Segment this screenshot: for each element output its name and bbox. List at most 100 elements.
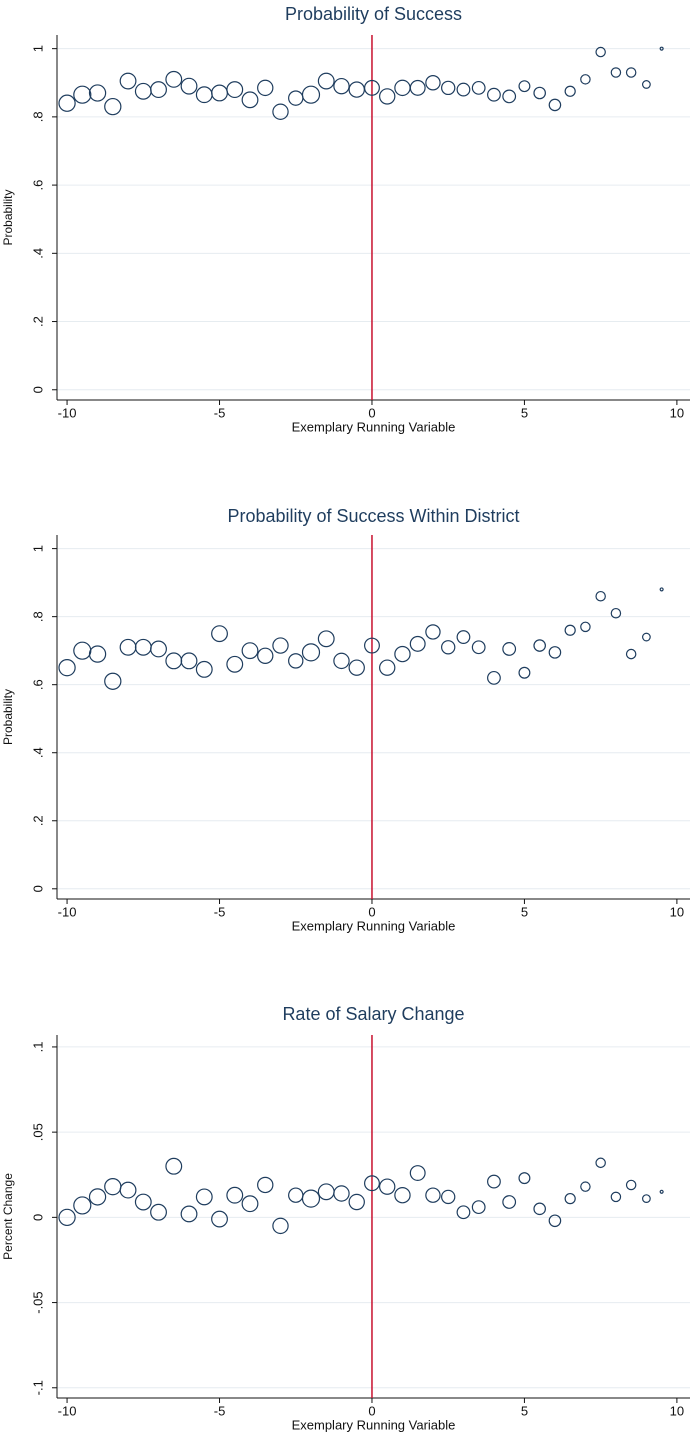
point [257, 79, 274, 97]
point [272, 103, 289, 120]
chart-title: Probability of Success Within District [227, 506, 519, 526]
point [195, 1188, 213, 1206]
y-tick-label: 1 [30, 545, 45, 552]
point [641, 1194, 651, 1204]
point [195, 86, 213, 104]
point [150, 81, 167, 99]
point [348, 81, 365, 98]
point [272, 1217, 289, 1235]
point [241, 91, 259, 109]
point [317, 1183, 335, 1201]
point [301, 1189, 321, 1208]
point [379, 1178, 396, 1195]
x-tick-label: 0 [368, 405, 375, 420]
point [533, 1202, 546, 1216]
y-tick-label: 1 [30, 45, 45, 52]
point [226, 1186, 244, 1204]
point [150, 640, 167, 658]
point [425, 1187, 441, 1203]
y-tick-label: .4 [30, 747, 45, 758]
point [348, 1193, 365, 1211]
point [471, 80, 486, 95]
point [502, 89, 517, 104]
x-tick-label: -10 [58, 1403, 77, 1418]
point [104, 672, 122, 690]
point [441, 1189, 456, 1205]
point [226, 655, 244, 673]
point [180, 77, 198, 95]
point [226, 81, 244, 99]
x-tick-label: -5 [214, 1403, 226, 1418]
point [88, 645, 107, 663]
point [257, 647, 274, 664]
point [533, 86, 546, 100]
x-tick-label: 5 [521, 904, 528, 919]
point [394, 1186, 411, 1204]
y-tick-label: .6 [30, 180, 45, 191]
point [211, 625, 228, 643]
point [348, 659, 365, 676]
point [165, 1157, 183, 1175]
point [73, 641, 92, 660]
x-tick-label: 10 [670, 1403, 684, 1418]
point [180, 652, 198, 670]
y-tick-label: .8 [30, 611, 45, 622]
point [564, 85, 576, 97]
y-tick-label: .2 [30, 815, 45, 826]
x-tick-label: 10 [670, 405, 684, 420]
y-tick-label: -.05 [30, 1291, 45, 1313]
y-tick-label: .05 [30, 1123, 45, 1141]
point [195, 660, 213, 678]
point [211, 1210, 228, 1228]
x-axis-label: Exemplary Running Variable [292, 419, 456, 434]
point [73, 85, 92, 104]
y-tick-label: .8 [30, 111, 45, 122]
point [317, 72, 335, 90]
y-axis-label: Probability [1, 689, 15, 745]
point [518, 80, 531, 93]
point [241, 642, 259, 660]
x-tick-label: 5 [521, 1403, 528, 1418]
y-tick-label: .6 [30, 679, 45, 690]
x-tick-label: -5 [214, 904, 226, 919]
x-tick-label: 10 [670, 904, 684, 919]
point [580, 1181, 591, 1192]
point [425, 75, 441, 91]
point [272, 637, 289, 654]
point [119, 638, 137, 656]
point [580, 74, 591, 85]
chart-title: Probability of Success [285, 4, 462, 24]
point [165, 652, 183, 670]
point [288, 90, 304, 106]
point [134, 638, 152, 656]
point [548, 646, 562, 659]
point [533, 639, 546, 652]
point [58, 659, 76, 677]
x-tick-label: 5 [521, 405, 528, 420]
x-tick-label: -5 [214, 405, 226, 420]
x-tick-label: -10 [58, 904, 77, 919]
y-tick-label: 0 [30, 885, 45, 892]
point [119, 1181, 137, 1199]
chart-title: Rate of Salary Change [282, 1004, 464, 1024]
point [409, 79, 426, 96]
point [104, 1178, 122, 1196]
point [625, 67, 637, 78]
point [548, 98, 562, 112]
point [641, 632, 651, 642]
point [595, 46, 606, 58]
point [471, 640, 486, 655]
point [625, 1179, 637, 1191]
y-tick-label: .1 [30, 1042, 45, 1053]
x-axis-label: Exemplary Running Variable [292, 1417, 456, 1432]
point [456, 82, 471, 97]
point [134, 1193, 152, 1211]
point [301, 643, 321, 662]
point [487, 670, 501, 685]
point [88, 1188, 107, 1206]
point [564, 1192, 576, 1205]
point [317, 630, 335, 648]
x-tick-label: -10 [58, 405, 77, 420]
point [659, 587, 664, 592]
